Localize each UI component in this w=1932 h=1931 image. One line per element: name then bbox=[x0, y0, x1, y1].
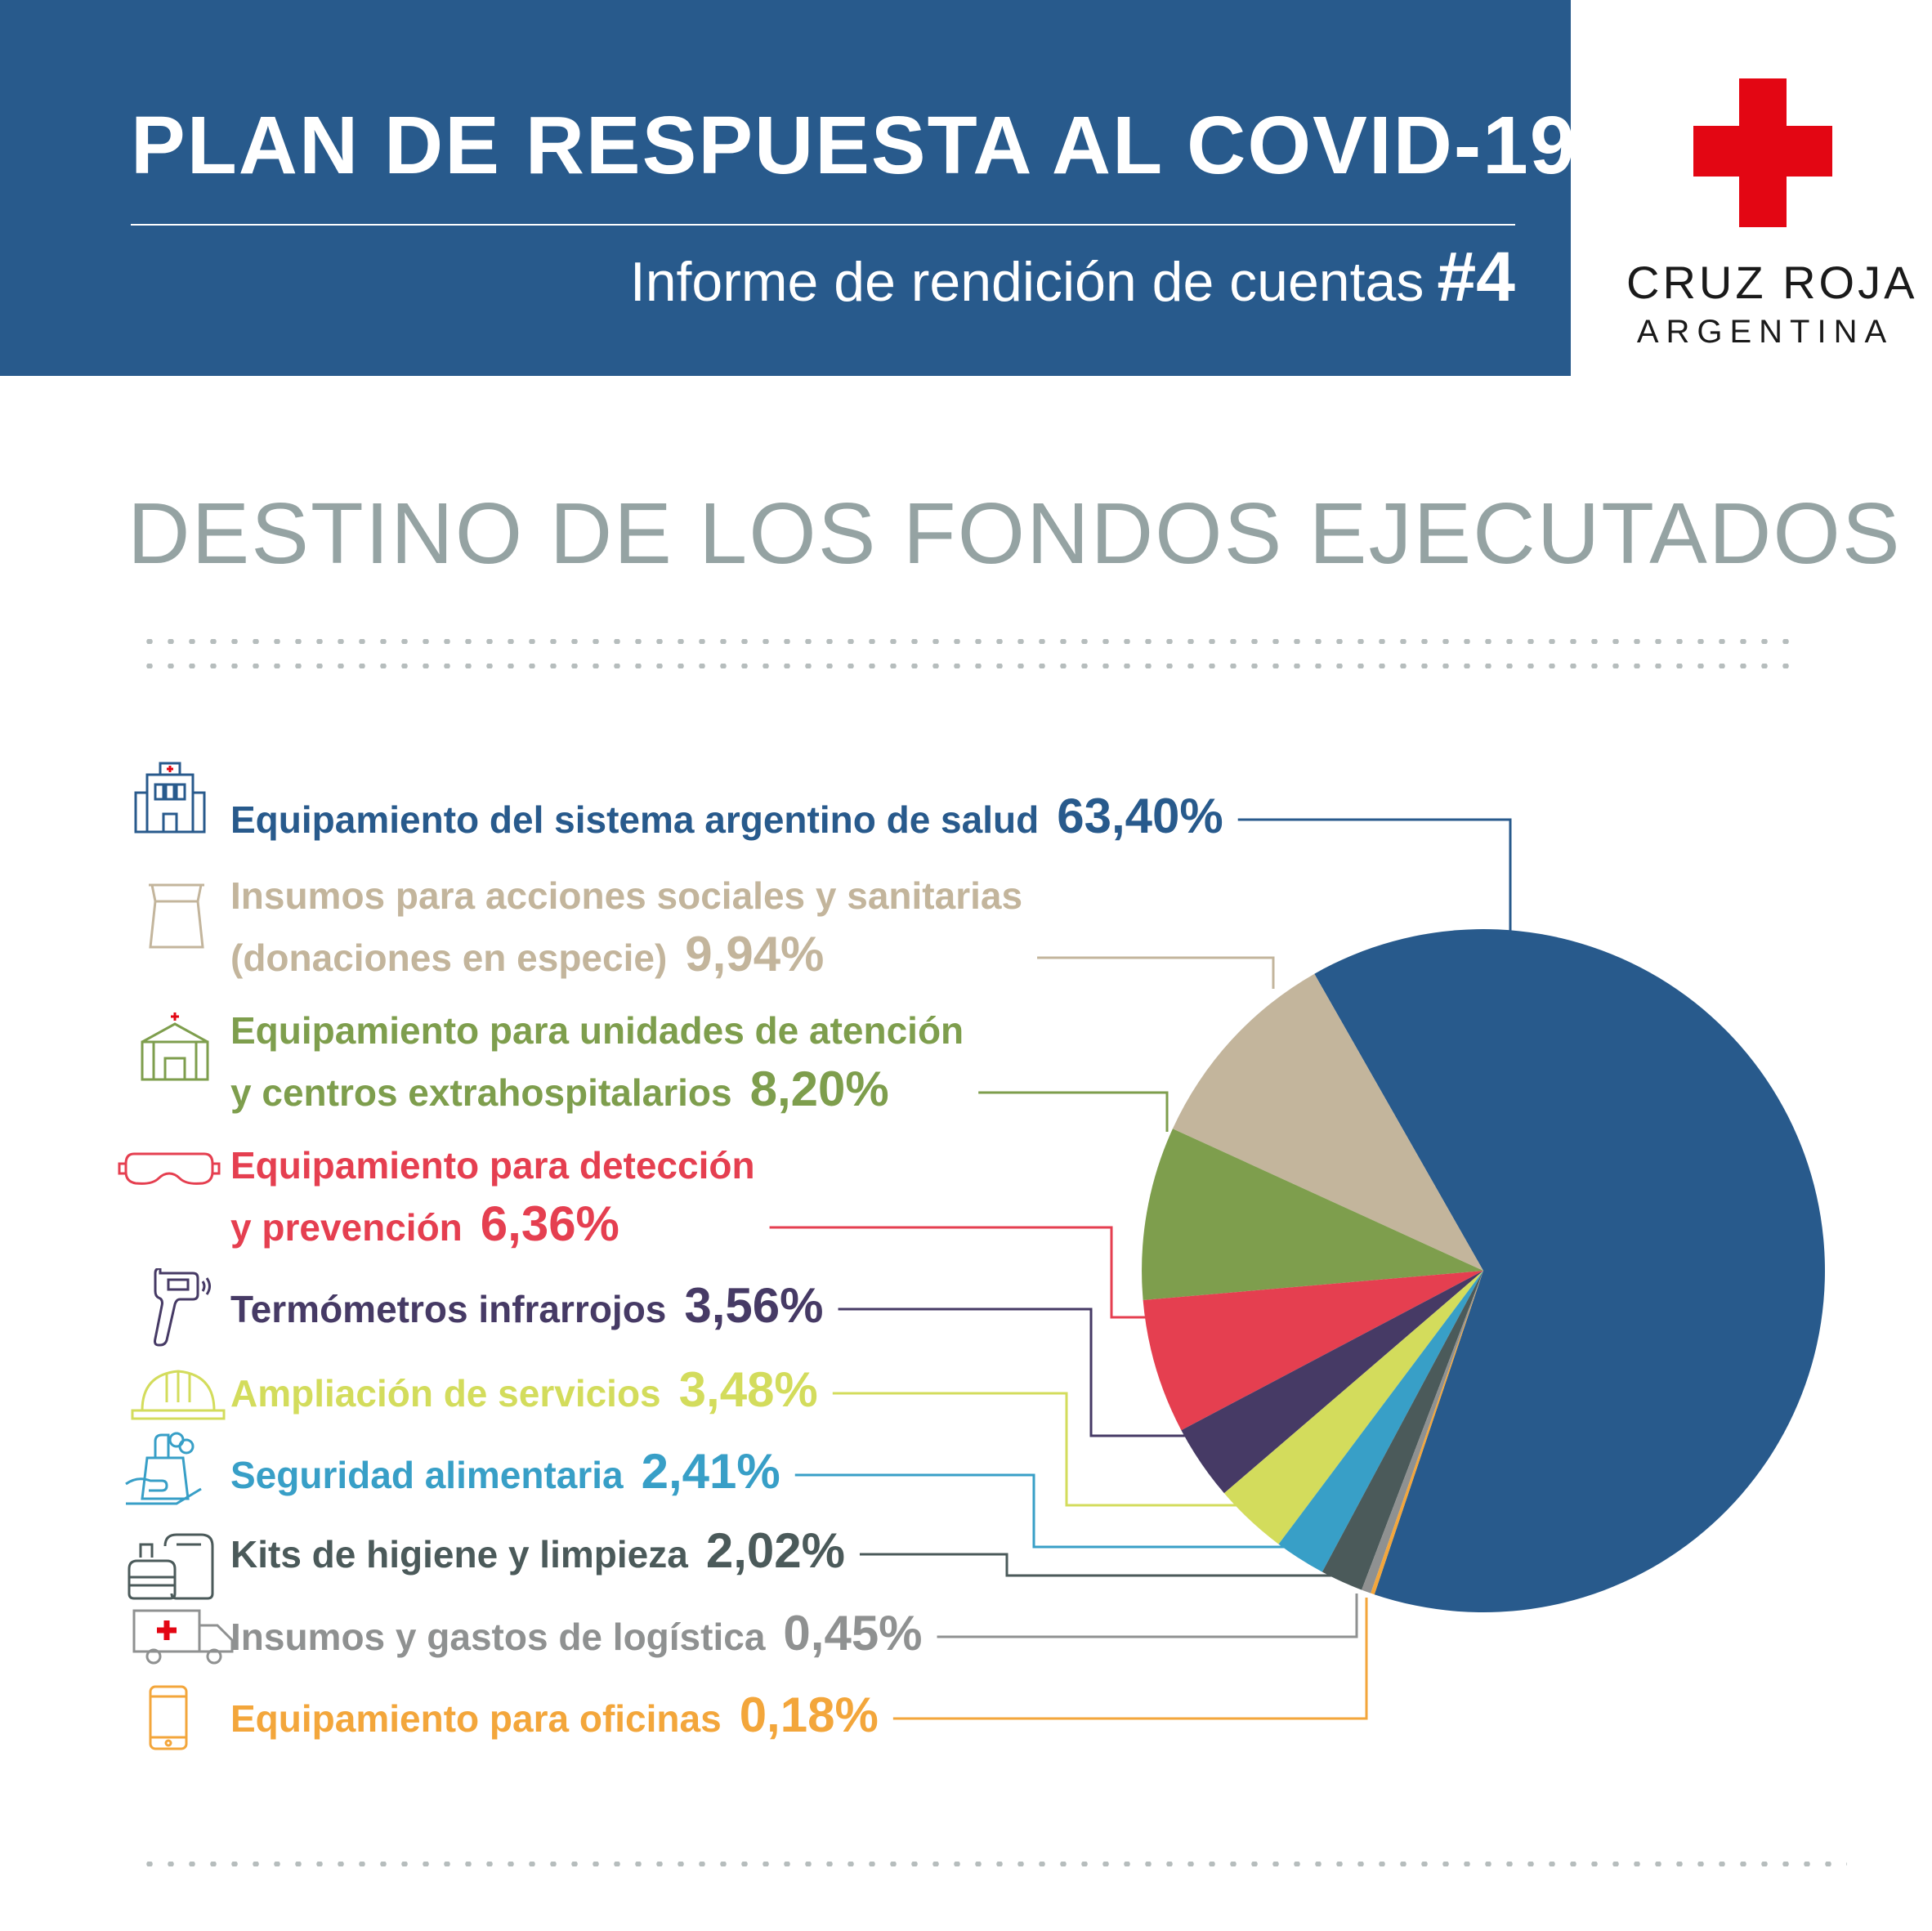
leader-line-2 bbox=[1037, 956, 1275, 989]
legend-label-text: Kits de higiene y limpieza bbox=[230, 1533, 688, 1576]
mobile-device-icon bbox=[145, 1683, 191, 1756]
hard-hat-icon bbox=[129, 1365, 227, 1426]
dotted-divider-top-2 bbox=[139, 664, 1798, 668]
leader-line-4 bbox=[769, 1226, 1148, 1319]
legend-label-text: Termómetros infrarrojos bbox=[230, 1288, 667, 1330]
leader-line-9 bbox=[937, 1594, 1358, 1638]
legend-value-label: 8,20% bbox=[749, 1062, 889, 1116]
legend-label-text: y prevención bbox=[230, 1206, 463, 1249]
legend-value-label: 9,94% bbox=[685, 927, 825, 981]
legend-value-label: 0,45% bbox=[783, 1606, 923, 1661]
dotted-divider-top-1 bbox=[139, 639, 1798, 644]
legend-item-4: Equipamiento para detección y prevención 6… bbox=[230, 1136, 755, 1257]
legend-label-text: Equipamiento para unidades de atención bbox=[230, 1009, 964, 1052]
shopping-bag-icon bbox=[144, 878, 209, 956]
legend-label-text: Equipamiento para detección bbox=[230, 1144, 755, 1187]
pie-slice-6 bbox=[1223, 1271, 1483, 1544]
pie-slice-1 bbox=[1314, 929, 1825, 1613]
food-parcel-icon bbox=[123, 1422, 212, 1516]
red-cross-logo: CRUZ ROJA ARGENTINA bbox=[1626, 74, 1918, 360]
red-cross-icon-bar bbox=[1693, 126, 1832, 177]
legend-item-6: Ampliación de servicios 3,48% bbox=[230, 1361, 818, 1423]
page-title: PLAN DE RESPUESTA AL COVID-19 bbox=[131, 100, 1577, 191]
legend-item-2: Insumos para acciones sociales y sanitar… bbox=[230, 866, 1022, 987]
legend-item-10: Equipamiento para oficinas 0,18% bbox=[230, 1686, 879, 1748]
legend-label-text: Seguridad alimentaria bbox=[230, 1454, 624, 1496]
legend-label-text: (donaciones en especie) bbox=[230, 936, 668, 979]
pie-slice-9 bbox=[1362, 1271, 1483, 1594]
legend-value-label: 2,41% bbox=[641, 1444, 780, 1499]
subtitle: Informe de rendición de cuentas #4 bbox=[630, 242, 1515, 312]
legend-label-text: Equipamiento para oficinas bbox=[230, 1697, 722, 1740]
legend-label-text: Insumos para acciones sociales y sanitar… bbox=[230, 874, 1023, 917]
legend-value-label: 3,56% bbox=[684, 1278, 824, 1333]
legend-item-7: Seguridad alimentaria 2,41% bbox=[230, 1442, 780, 1504]
legend-value-label: 6,36% bbox=[480, 1196, 619, 1251]
pie-slice-7 bbox=[1278, 1271, 1483, 1572]
legend-value-label: 0,18% bbox=[739, 1687, 879, 1742]
ambulance-truck-icon bbox=[131, 1606, 237, 1672]
legend-item-1: Equipamiento del sistema argentino de sa… bbox=[230, 787, 1223, 849]
hospital-icon bbox=[131, 760, 209, 843]
section-title: DESTINO DE LOS FONDOS EJECUTADOS bbox=[127, 485, 1902, 582]
legend-label-text: Ampliación de servicios bbox=[230, 1372, 661, 1415]
pie-slice-5 bbox=[1181, 1271, 1483, 1494]
org-name-line2: ARGENTINA bbox=[1636, 314, 1894, 350]
legend-item-8: Kits de higiene y limpieza 2,02% bbox=[230, 1522, 845, 1584]
pie-slice-3 bbox=[1142, 1129, 1483, 1300]
dotted-divider-bottom bbox=[139, 1862, 1847, 1866]
leader-line-3 bbox=[978, 1091, 1169, 1132]
field-tent-icon bbox=[136, 1009, 214, 1088]
pie-slice-8 bbox=[1322, 1271, 1483, 1590]
legend-value-label: 3,48% bbox=[678, 1362, 818, 1417]
org-name-line1: CRUZ ROJA bbox=[1626, 257, 1918, 308]
leader-line-10 bbox=[892, 1598, 1368, 1720]
safety-goggles-icon bbox=[116, 1144, 222, 1197]
leader-line-6 bbox=[832, 1392, 1242, 1507]
subtitle-text: Informe de rendición de cuentas bbox=[629, 251, 1424, 313]
legend-item-5: Termómetros infrarrojos 3,56% bbox=[230, 1276, 824, 1339]
pie-slice-10 bbox=[1371, 1271, 1483, 1595]
legend-label-text: Equipamiento del sistema argentino de sa… bbox=[230, 798, 1040, 841]
pie-slice-4 bbox=[1143, 1271, 1483, 1431]
header-banner: PLAN DE RESPUESTA AL COVID-19 Informe de… bbox=[0, 0, 1577, 376]
legend-item-3: Equipamiento para unidades de atención y … bbox=[230, 1001, 964, 1122]
leader-line-7 bbox=[794, 1473, 1299, 1549]
leader-line-5 bbox=[838, 1307, 1189, 1437]
infrared-thermometer-icon bbox=[145, 1267, 211, 1351]
hygiene-kit-icon bbox=[124, 1528, 222, 1606]
legend-label-text: y centros extrahospitalarios bbox=[230, 1071, 732, 1114]
legend-value-label: 2,02% bbox=[705, 1523, 845, 1578]
legend-item-9: Insumos y gastos de logística 0,45% bbox=[230, 1604, 923, 1666]
leader-line-8 bbox=[859, 1553, 1348, 1577]
title-divider bbox=[131, 224, 1515, 226]
leader-line-1 bbox=[1237, 818, 1512, 932]
legend-value-label: 63,40% bbox=[1057, 789, 1223, 843]
report-number: #4 bbox=[1437, 238, 1515, 316]
pie-slice-2 bbox=[1172, 973, 1483, 1271]
legend-label-text: Insumos y gastos de logística bbox=[230, 1616, 766, 1658]
